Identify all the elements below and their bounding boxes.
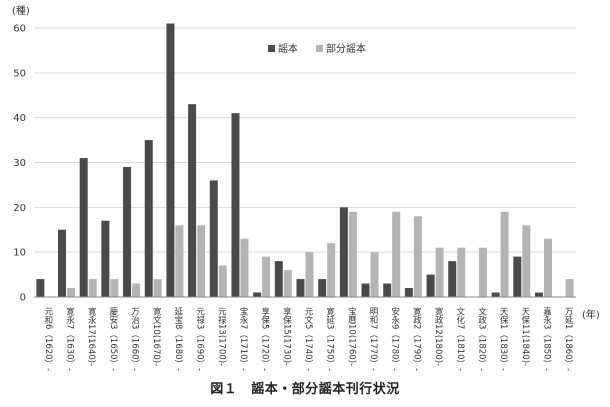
x-category-label: 万治3（1660）- <box>130 307 140 371</box>
legend-label: 部分謡本 <box>326 42 366 55</box>
x-category-label: 慶安3（1650）- <box>108 306 118 371</box>
bar-bubun-utaibon <box>565 279 574 297</box>
bar-bubun-utaibon <box>327 243 336 297</box>
x-category-label: 明和7（1770）- <box>368 307 378 371</box>
bars <box>36 23 574 298</box>
labels: 0 10 20 30 40 50 60 (種) 元和6（1620）- 寛永7（1630）- 寛永17… <box>12 4 600 371</box>
bar-utaibon <box>318 279 327 297</box>
bar-utaibon <box>231 113 240 297</box>
bar-utaibon <box>166 23 175 298</box>
bar-utaibon <box>58 229 67 297</box>
bar-bubun-utaibon <box>262 256 271 297</box>
x-category-label: 享保5（1720）- <box>260 306 270 371</box>
bar-utaibon <box>339 207 348 297</box>
x-category-label: 元和6（1620）- <box>43 307 53 371</box>
bar-utaibon <box>209 180 218 297</box>
y-tick-label: 40 <box>13 113 26 124</box>
bar-utaibon <box>36 279 45 297</box>
x-category-label: 寛延3（1750）- <box>325 306 335 371</box>
x-category-label: 延宝8（1680）- <box>173 306 183 371</box>
figure-caption: 図１ 謡本・部分謡本刊行状況 <box>0 378 610 397</box>
bar-bubun-utaibon <box>522 225 531 297</box>
x-category-label: 安永9（1780）- <box>390 306 400 371</box>
bar-bubun-utaibon <box>218 265 227 297</box>
bar-utaibon <box>534 292 543 297</box>
x-category-label: 文化7（1810）- <box>455 306 465 371</box>
bar-bubun-utaibon <box>543 238 552 297</box>
x-category-label: 寛永7（1630）- <box>65 306 75 371</box>
figure-title: 謡本・部分謡本刊行状況 <box>251 382 400 397</box>
bar-utaibon <box>361 283 370 297</box>
x-category-label: 寛文10(1670)- <box>151 306 161 366</box>
y-unit-label: (種) <box>12 4 30 17</box>
bar-utaibon <box>426 274 435 297</box>
bar-bubun-utaibon <box>88 279 97 297</box>
bar-bubun-utaibon <box>500 211 509 297</box>
x-category-label: 天保1（1830）- <box>498 307 508 371</box>
x-category-label: 元禄13(1700)- <box>216 307 226 366</box>
bar-bubun-utaibon <box>110 279 119 297</box>
x-category-label: 宝永7（1710）- <box>238 306 248 371</box>
bar-bubun-utaibon <box>348 211 357 297</box>
x-category-label: 宝暦10(1760)- <box>346 306 356 366</box>
bar-bubun-utaibon <box>240 238 249 297</box>
bar-bubun-utaibon <box>435 247 444 297</box>
gridlines <box>34 27 576 253</box>
figure-number: 図１ <box>210 382 238 397</box>
y-tick-label: 20 <box>13 203 26 214</box>
bar-bubun-utaibon <box>283 270 292 297</box>
bar-utaibon <box>253 292 262 297</box>
bar-utaibon <box>404 288 413 297</box>
legend-label: 謡本 <box>278 42 298 55</box>
x-category-label: 万延1（1860）- <box>563 307 573 371</box>
legend-swatch <box>268 45 275 52</box>
x-unit-label: (年) <box>582 308 600 321</box>
x-category-label: 天保11(1840)- <box>520 307 530 366</box>
x-category-label: 元文5（1740）- <box>303 307 313 371</box>
bar-bubun-utaibon <box>413 216 422 297</box>
bar-utaibon <box>383 283 392 297</box>
bar-bubun-utaibon <box>153 279 162 297</box>
bar-utaibon <box>123 166 132 297</box>
bar-bubun-utaibon <box>197 225 206 297</box>
bar-bubun-utaibon <box>457 247 466 297</box>
y-tick-label: 30 <box>13 158 26 169</box>
bar-bubun-utaibon <box>305 252 314 297</box>
bar-utaibon <box>491 292 500 297</box>
x-category-label: 嘉永3（1850）- <box>541 306 551 371</box>
bar-utaibon <box>513 256 522 297</box>
bar-utaibon <box>144 140 153 297</box>
bar-bubun-utaibon <box>175 225 184 297</box>
x-category-label: 寛政2（1790）- <box>411 306 421 371</box>
bar-utaibon <box>188 104 197 297</box>
y-tick-label: 0 <box>20 293 26 304</box>
bar-utaibon <box>296 279 305 297</box>
y-tick-label: 60 <box>13 24 26 35</box>
x-category-label: 享保15(1730)- <box>281 306 291 366</box>
bar-utaibon <box>101 220 110 297</box>
x-category-label: 文政3（1820）- <box>476 306 486 371</box>
legend: 謡本 部分謡本 <box>268 42 366 55</box>
y-tick-label: 50 <box>13 68 26 79</box>
bar-bubun-utaibon <box>370 252 379 297</box>
bar-bubun-utaibon <box>478 247 487 297</box>
bar-utaibon <box>448 261 457 297</box>
x-category-label: 寛永17(1640)- <box>86 306 96 366</box>
x-category-label: 寛政12(1800)- <box>433 306 443 366</box>
bar-utaibon <box>274 261 283 297</box>
bar-utaibon <box>79 158 88 297</box>
legend-swatch <box>316 45 323 52</box>
y-tick-label: 10 <box>13 248 26 259</box>
bar-bubun-utaibon <box>392 211 401 297</box>
x-category-label: 元禄3（1690）- <box>195 307 205 371</box>
bar-bubun-utaibon <box>67 288 76 297</box>
bar-bubun-utaibon <box>132 283 141 297</box>
